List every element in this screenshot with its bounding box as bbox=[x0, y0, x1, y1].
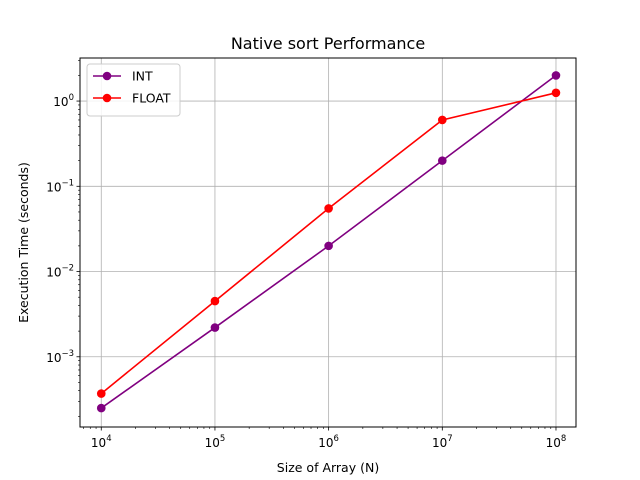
x-tick-label: 105 bbox=[205, 434, 226, 450]
legend-label-int: INT bbox=[132, 69, 153, 84]
data-point-int bbox=[324, 241, 333, 251]
y-tick-label: 100 bbox=[53, 93, 74, 109]
legend-marker-int bbox=[102, 71, 112, 81]
series-int bbox=[96, 71, 561, 413]
y-tick-label: 10−2 bbox=[46, 264, 74, 280]
y-tick-label: 10−3 bbox=[46, 349, 74, 365]
data-point-int bbox=[210, 323, 220, 332]
data-point-int bbox=[551, 71, 561, 80]
series-layer bbox=[96, 71, 561, 413]
data-point-int bbox=[438, 156, 447, 165]
x-tick-label: 104 bbox=[91, 434, 112, 450]
legend-label-float: FLOAT bbox=[132, 91, 171, 106]
x-tick-label: 107 bbox=[432, 434, 453, 450]
x-axis-label: Size of Array (N) bbox=[277, 460, 379, 475]
data-point-float bbox=[324, 204, 333, 213]
y-axis-label: Execution Time (seconds) bbox=[16, 162, 31, 323]
series-float bbox=[96, 88, 561, 398]
data-point-float bbox=[210, 296, 220, 306]
legend-marker-float bbox=[102, 93, 112, 103]
plot-frame bbox=[79, 57, 577, 428]
y-tick-label: 10−1 bbox=[46, 178, 74, 194]
data-point-float bbox=[96, 389, 106, 398]
data-point-float bbox=[438, 115, 447, 125]
chart-title: Native sort Performance bbox=[231, 34, 425, 53]
ticks: 104 105 106 107 108 10−3 10−2 10−1 100 bbox=[46, 60, 566, 450]
x-tick-label: 106 bbox=[318, 434, 339, 450]
legend: INT FLOAT bbox=[86, 63, 181, 117]
data-point-int bbox=[96, 403, 106, 413]
data-point-float bbox=[551, 88, 561, 98]
x-tick-label: 108 bbox=[546, 434, 567, 450]
